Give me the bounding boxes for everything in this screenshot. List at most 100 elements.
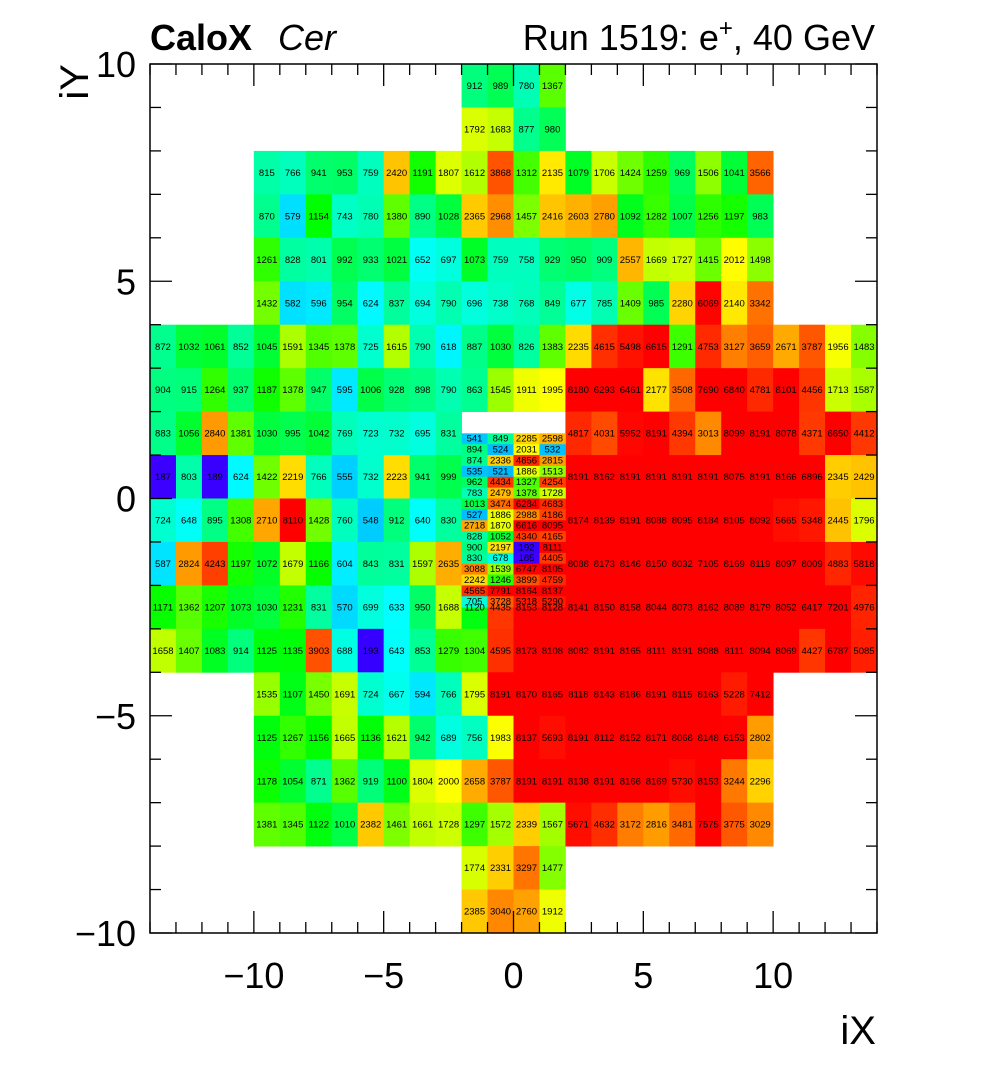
heatmap-cell [643,628,670,673]
heatmap-cell [357,585,385,630]
heatmap-cell [695,194,722,239]
heatmap-cell-label: 950 [570,255,586,266]
heatmap-cell-label: 8095 [542,521,563,532]
heatmap-cell [227,628,255,673]
heatmap-cell [513,498,540,510]
heatmap-cell [279,368,307,412]
heatmap-cell [643,194,670,239]
heatmap-cell-label: 1661 [412,820,433,831]
heatmap-cell [435,672,462,717]
heatmap-cell [617,237,644,282]
heatmap-cell-label: 8044 [646,602,667,613]
heatmap-cell [591,541,618,586]
heatmap-cell-label: 3508 [672,385,693,396]
heatmap-cell [279,541,307,586]
heatmap-cell [357,324,385,369]
heatmap-cell [695,759,722,804]
heatmap-cell [305,672,333,717]
heatmap-cell-label: 2345 [827,472,848,483]
heatmap-cell-label: 8111 [646,646,666,657]
heatmap-cell [227,585,255,630]
heatmap-cell-label: 1291 [672,342,693,353]
heatmap-cell-label: 1428 [308,516,329,527]
heatmap-cell [539,759,566,804]
heatmap-cell-label: 8073 [672,602,693,613]
heatmap-cell-label: 828 [467,531,483,542]
heatmap-cell [253,237,281,282]
heatmap-cell-label: 1597 [412,559,433,570]
heatmap-cell [695,281,722,326]
heatmap-cell-label: 1567 [542,820,563,831]
heatmap-cell [253,585,281,630]
heatmap-cell [279,150,307,195]
heatmap-cell-label: 723 [363,429,379,440]
heatmap-cell-label: 8119 [750,559,770,570]
heatmap-cell-label: 8138 [568,776,589,787]
heatmap-cell [669,281,696,326]
heatmap-cell-label: 1483 [853,342,874,353]
heatmap-cell-label: 8111 [543,542,563,553]
heatmap-cell-label: 1010 [334,820,355,831]
heatmap-cell-label: 4165 [542,531,563,542]
heatmap-cell-label: 2658 [464,776,485,787]
heatmap-cell [409,715,437,760]
heatmap-cell-label: 1612 [464,168,485,179]
heatmap-cell-label: 941 [311,168,327,179]
heatmap-cell-label: 1535 [256,689,277,700]
heatmap-cell-label: 7201 [827,602,848,613]
heatmap-cell [305,802,333,847]
heatmap-cell [565,237,592,282]
heatmap-cell [227,541,255,586]
heatmap-cell-label: 1125 [257,646,277,657]
heatmap-cell [643,324,670,369]
heatmap-cell [331,237,359,282]
heatmap-cell-label: 541 [467,434,483,445]
heatmap-cell [669,715,696,760]
heatmap-cell [669,672,696,717]
heatmap-cell [487,585,514,597]
heatmap-cell [383,585,411,630]
heatmap-cell-label: 2760 [516,907,537,918]
heatmap-cell [435,237,462,282]
heatmap-cell [357,455,385,499]
heatmap-cell-label: 3566 [750,168,771,179]
heatmap-cell [513,487,540,499]
heatmap-cell [721,498,748,543]
heatmap-cell-label: 587 [155,559,171,570]
heatmap-cell [409,281,437,326]
heatmap-cell [331,281,359,326]
heatmap-cell-label: 1728 [438,820,459,831]
heatmap-cell-label: 6840 [724,385,745,396]
heatmap-cell-label: 1006 [360,385,381,396]
heatmap-cell [565,759,592,804]
heatmap-cell-label: 1021 [386,255,407,266]
heatmap-cell-label: 2840 [204,429,225,440]
heatmap-cell [331,150,359,195]
heatmap-cell [487,433,514,445]
heatmap-cell [175,585,203,630]
heatmap-cell [695,324,722,369]
heatmap-cell [695,411,722,456]
heatmap-cell-label: 6293 [594,385,615,396]
heatmap-cell [487,509,514,521]
heatmap-cell [773,368,800,412]
heatmap-cell [747,281,774,326]
heatmap-cell [461,487,488,499]
heatmap-cell [617,715,644,760]
heatmap-cell [435,541,462,586]
heatmap-cell-label: 1100 [386,776,406,787]
heatmap-cell [513,324,540,369]
heatmap-cells [150,64,878,934]
x-tick-label: −5 [363,955,404,996]
heatmap-cell [539,846,566,890]
heatmap-cell-label: 6616 [516,521,537,532]
heatmap-cell [305,324,333,369]
heatmap-cell [487,574,514,586]
heatmap-cell [461,455,488,467]
heatmap-cell [617,672,644,717]
heatmap-cell-label: 1030 [490,342,511,353]
heatmap-cell-label: 8166 [620,776,641,787]
heatmap-cell-label: 1261 [256,255,277,266]
heatmap-cell-label: 4883 [827,559,848,570]
heatmap-cell-label: 1197 [724,211,744,222]
